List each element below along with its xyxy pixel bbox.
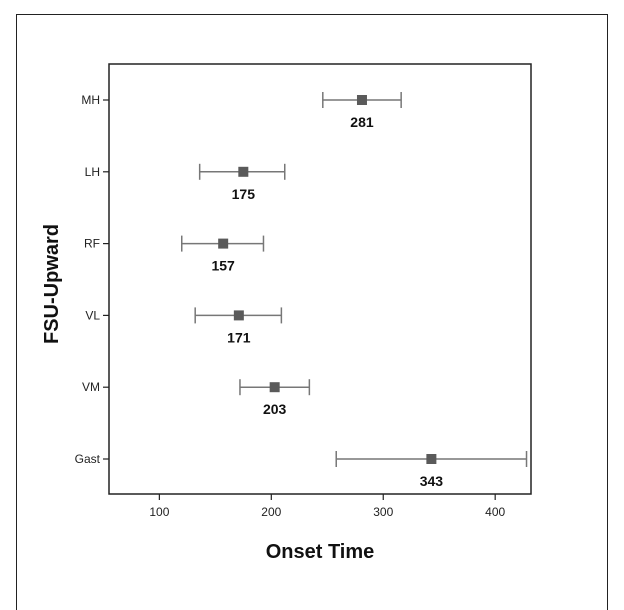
data-point-marker <box>218 238 229 249</box>
y-axis-ticks: MH LH RF VL VM Gast <box>75 93 109 466</box>
y-axis-title: FSU-Upward <box>41 224 63 344</box>
y-tick-label: Gast <box>75 452 101 466</box>
y-tick-label: LH <box>85 165 100 179</box>
data-label: 343 <box>420 473 444 489</box>
data-point-marker <box>356 95 367 105</box>
x-tick-label: 300 <box>373 505 393 519</box>
plot-area <box>108 63 532 495</box>
data-point-marker <box>426 454 437 464</box>
y-tick-label: VL <box>85 308 100 322</box>
data-label: 175 <box>232 186 256 202</box>
y-tick-label: RF <box>84 237 100 251</box>
data-label: 171 <box>227 329 251 345</box>
x-axis-title: Onset Time <box>266 541 375 563</box>
data-label: 281 <box>350 114 374 130</box>
y-tick-label: VM <box>82 380 100 394</box>
x-tick-label: 400 <box>485 505 505 519</box>
figure-frame <box>16 14 608 610</box>
x-tick-label: 200 <box>261 505 281 519</box>
data-marks: 281 175 157 171 203 343 <box>181 92 528 489</box>
data-point-marker <box>238 166 249 177</box>
y-tick-label: MH <box>81 93 100 107</box>
data-point-marker <box>269 382 280 393</box>
x-tick-label: 100 <box>149 505 169 519</box>
data-label: 203 <box>263 401 287 417</box>
data-point-marker <box>233 310 244 321</box>
x-axis-ticks: 100 200 300 400 <box>149 494 506 519</box>
data-label: 157 <box>211 258 235 274</box>
